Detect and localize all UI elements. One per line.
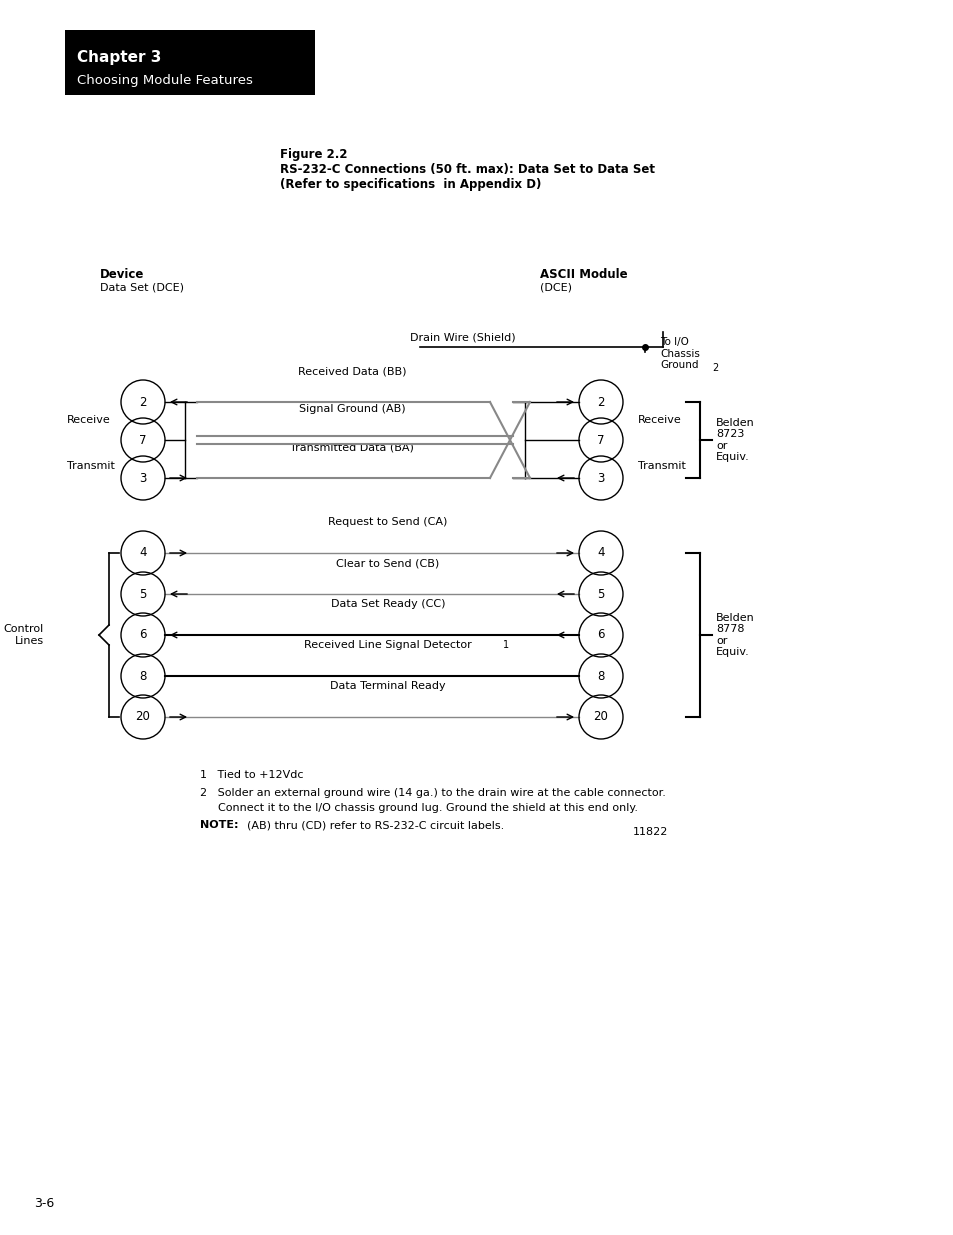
Text: (Refer to specifications  in Appendix D): (Refer to specifications in Appendix D) — [280, 178, 540, 191]
Text: Belden
8723
or
Equiv.: Belden 8723 or Equiv. — [716, 417, 754, 462]
Text: 1: 1 — [502, 640, 509, 650]
Text: 20: 20 — [593, 710, 608, 724]
Text: Received Data (BB): Received Data (BB) — [297, 366, 406, 375]
Text: (DCE): (DCE) — [539, 282, 572, 291]
Text: 3-6: 3-6 — [34, 1197, 54, 1210]
Text: Receive: Receive — [638, 415, 681, 425]
Text: NOTE:: NOTE: — [200, 820, 238, 830]
Text: Control: Control — [4, 624, 44, 634]
Text: To I/O
Chassis
Ground: To I/O Chassis Ground — [659, 337, 700, 370]
Text: Received Line Signal Detector: Received Line Signal Detector — [304, 640, 472, 650]
Text: Choosing Module Features: Choosing Module Features — [77, 74, 253, 86]
Text: Signal Ground (AB): Signal Ground (AB) — [298, 404, 405, 414]
Text: Data Terminal Ready: Data Terminal Ready — [330, 680, 445, 692]
Bar — [65, 30, 314, 95]
Text: 7: 7 — [139, 433, 147, 447]
Text: 4: 4 — [139, 547, 147, 559]
Text: 3: 3 — [597, 472, 604, 484]
Text: 1   Tied to +12Vdc: 1 Tied to +12Vdc — [200, 769, 303, 781]
Text: (AB) thru (CD) refer to RS-232-C circuit labels.: (AB) thru (CD) refer to RS-232-C circuit… — [247, 820, 504, 830]
Text: Data Set Ready (CC): Data Set Ready (CC) — [331, 599, 445, 609]
Text: 6: 6 — [139, 629, 147, 641]
Text: ASCII Module: ASCII Module — [539, 268, 627, 282]
Text: 20: 20 — [135, 710, 151, 724]
Text: 2   Solder an external ground wire (14 ga.) to the drain wire at the cable conne: 2 Solder an external ground wire (14 ga.… — [200, 788, 665, 798]
Text: Figure 2.2: Figure 2.2 — [280, 148, 347, 161]
Text: 8: 8 — [597, 669, 604, 683]
Text: Belden
8778
or
Equiv.: Belden 8778 or Equiv. — [716, 613, 754, 657]
Text: 2: 2 — [139, 395, 147, 409]
Text: Lines: Lines — [15, 636, 44, 646]
Text: Transmitted Data (BA): Transmitted Data (BA) — [290, 442, 414, 452]
Text: 11822: 11822 — [633, 827, 668, 837]
Text: 6: 6 — [597, 629, 604, 641]
Text: Receive: Receive — [67, 415, 111, 425]
Text: 5: 5 — [597, 588, 604, 600]
Text: Chapter 3: Chapter 3 — [77, 49, 161, 65]
Text: 2: 2 — [711, 363, 718, 373]
Text: 8: 8 — [139, 669, 147, 683]
Text: Data Set (DCE): Data Set (DCE) — [100, 282, 184, 291]
Text: 2: 2 — [597, 395, 604, 409]
Text: 4: 4 — [597, 547, 604, 559]
Text: Drain Wire (Shield): Drain Wire (Shield) — [410, 333, 515, 343]
Text: RS-232-C Connections (50 ft. max): Data Set to Data Set: RS-232-C Connections (50 ft. max): Data … — [280, 163, 655, 177]
Text: 3: 3 — [139, 472, 147, 484]
Text: Clear to Send (CB): Clear to Send (CB) — [336, 558, 439, 568]
Text: Device: Device — [100, 268, 144, 282]
Text: 7: 7 — [597, 433, 604, 447]
Text: Request to Send (CA): Request to Send (CA) — [328, 517, 447, 527]
Text: 5: 5 — [139, 588, 147, 600]
Text: Transmit: Transmit — [638, 461, 685, 471]
Text: Transmit: Transmit — [67, 461, 114, 471]
Text: Connect it to the I/O chassis ground lug. Ground the shield at this end only.: Connect it to the I/O chassis ground lug… — [218, 803, 638, 813]
